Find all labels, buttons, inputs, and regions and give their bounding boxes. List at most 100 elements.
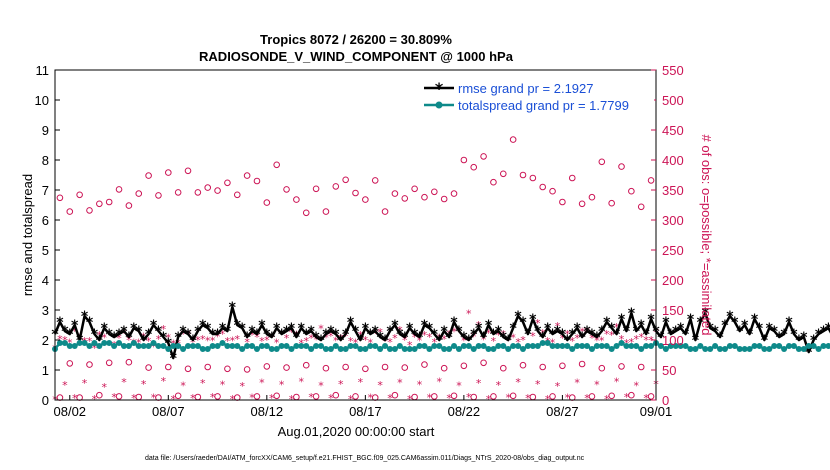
possible-obs-point [263, 363, 271, 370]
x-tick-label: 08/17 [349, 404, 382, 419]
y-axis-left: 0 1 2 3 4 5 6 7 8 9 10 11 [35, 63, 60, 408]
assimilated-obs-point: * [525, 392, 531, 405]
assimilated-obs-point: * [289, 393, 295, 406]
assimilated-obs-point: * [486, 393, 492, 406]
assimilated-obs-point: * [259, 335, 265, 348]
totalspread-point [726, 343, 733, 349]
assimilated-obs-point: * [461, 335, 467, 348]
rmse-point: * [184, 327, 192, 343]
rmse-point: * [160, 330, 168, 346]
y2-tick-label: 300 [662, 213, 684, 228]
rmse-point: * [367, 327, 375, 343]
possible-obs-point [509, 136, 517, 143]
rmse-point: * [559, 327, 567, 343]
possible-obs-point [490, 393, 497, 400]
totalspread-point [559, 343, 566, 349]
rmse-point: * [71, 318, 79, 334]
totalspread-point [135, 343, 142, 349]
possible-obs-point [431, 188, 438, 196]
totalspread-point [347, 343, 354, 349]
assimilated-obs-point: * [604, 393, 610, 406]
possible-obs-point [371, 177, 379, 184]
totalspread-point [736, 346, 743, 352]
possible-obs-point [96, 200, 103, 208]
assimilated-obs-point: * [62, 379, 68, 392]
totalspread-point [120, 343, 127, 349]
assimilated-obs-point: * [318, 323, 324, 336]
assimilated-obs-point: * [634, 333, 640, 346]
assimilated-obs-point: * [505, 392, 511, 405]
possible-obs-point [263, 199, 271, 206]
rmse-point: * [746, 327, 754, 343]
rmse-point: * [283, 324, 291, 340]
assimilated-obs-point: * [67, 336, 73, 349]
totalspread-point [150, 340, 157, 346]
y-tick-label: 8 [42, 153, 49, 168]
possible-obs-point [391, 190, 399, 197]
x-tick-label: 08/07 [152, 404, 185, 419]
rmse-point: * [327, 324, 335, 340]
totalspread-point [495, 343, 502, 349]
rmse-point: * [386, 324, 394, 340]
totalspread-point [165, 346, 172, 352]
totalspread-point [667, 343, 674, 349]
x-axis-label: Aug.01,2020 00:00:00 start [278, 424, 435, 439]
assimilated-obs-point: * [491, 335, 497, 348]
assimilated-obs-point: * [397, 324, 403, 337]
totalspread-point [554, 343, 561, 349]
totalspread-point [145, 343, 152, 349]
rmse-point: * [81, 309, 89, 325]
assimilated-obs-point: * [427, 392, 433, 405]
y2-tick-label: 250 [662, 243, 684, 258]
legend-item-rmse: * rmse grand pr = 2.1927 [424, 79, 594, 98]
totalspread-point [130, 340, 137, 346]
possible-obs-point [598, 158, 606, 166]
rmse-point: * [707, 321, 715, 337]
rmse-point: * [416, 330, 424, 346]
assimilated-obs-point: * [156, 333, 162, 346]
totalspread-point [549, 343, 556, 349]
assimilated-obs-point: * [220, 378, 226, 391]
totalspread-point [155, 343, 162, 349]
possible-obs-point [559, 362, 566, 370]
totalspread-point [825, 343, 830, 349]
rmse-point: * [514, 309, 522, 325]
totalspread-point [657, 343, 664, 349]
possible-obs-point [283, 186, 290, 193]
assimilated-obs-point: * [466, 391, 472, 404]
x-tick-label: 08/02 [54, 404, 87, 419]
assimilated-obs-point: * [161, 323, 167, 336]
totalspread-point [372, 343, 379, 349]
rmse-point: * [56, 315, 64, 331]
rmse-point: * [411, 327, 419, 343]
assimilated-obs-point: * [535, 317, 541, 330]
rmse-point: * [716, 330, 724, 346]
rmse-point: * [258, 318, 266, 334]
possible-obs-point [165, 363, 172, 371]
rmse-point: * [248, 324, 256, 340]
y-tick-label: 10 [35, 93, 49, 108]
assimilated-obs-point: * [205, 335, 211, 348]
possible-obs-point [125, 358, 133, 366]
assimilated-obs-point: * [574, 377, 580, 390]
rmse-point: * [441, 324, 449, 340]
rmse-point: * [569, 327, 577, 343]
totalspread-point [204, 346, 211, 352]
totalspread-point [327, 346, 334, 352]
rmse-point: * [391, 318, 399, 334]
x-axis: 08/02 08/07 08/12 08/17 08/22 08/27 09/01 [54, 395, 672, 419]
possible-obs-point [391, 391, 399, 399]
rmse-point: * [790, 327, 798, 343]
totalspread-point [160, 343, 167, 349]
possible-obs-point [302, 361, 310, 369]
assimilated-obs-point: * [72, 325, 78, 338]
assimilated-obs-point: * [200, 333, 206, 346]
assimilated-obs-point: * [619, 333, 625, 346]
rmse-point: * [307, 324, 315, 340]
possible-obs-point [381, 208, 389, 215]
assimilated-obs-point: * [210, 335, 216, 348]
rmse-point: * [357, 333, 365, 349]
rmse-point: * [598, 324, 606, 340]
assimilated-obs-point: * [323, 332, 329, 345]
totalspread-point [337, 346, 344, 352]
